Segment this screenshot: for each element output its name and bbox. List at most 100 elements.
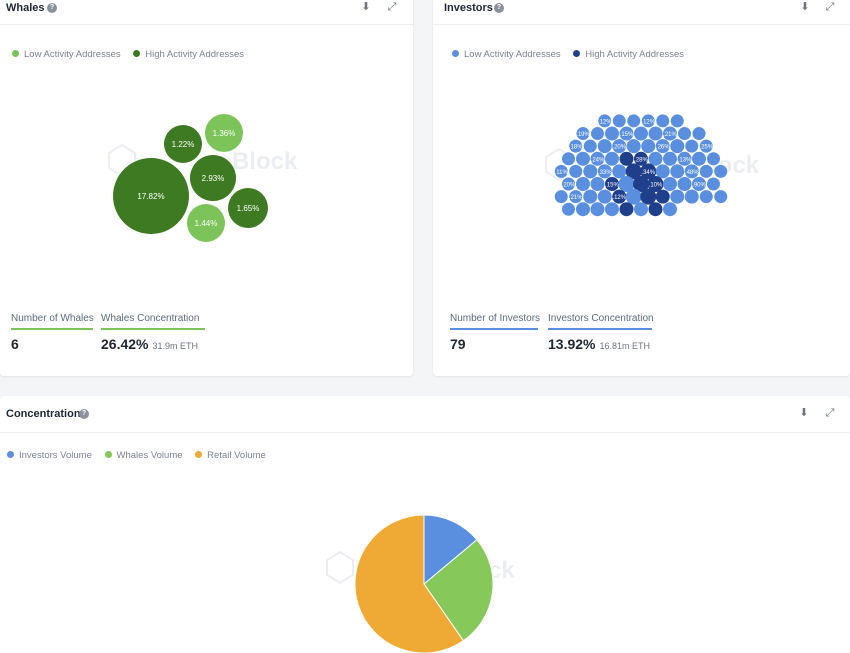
investor-bubble[interactable] xyxy=(656,114,670,128)
investor-bubble[interactable] xyxy=(678,127,691,141)
investor-bubble[interactable] xyxy=(590,151,605,166)
expand-icon[interactable]: ⤢ xyxy=(825,1,835,13)
legend-item-high-activity[interactable]: High Activity Addresses xyxy=(573,49,684,60)
investor-bubble[interactable] xyxy=(655,139,670,154)
investor-bubble[interactable] xyxy=(640,163,657,180)
investor-bubble[interactable] xyxy=(707,152,720,166)
investor-bubble[interactable] xyxy=(714,190,728,204)
investor-bubble[interactable] xyxy=(663,126,677,141)
investor-bubble[interactable] xyxy=(605,151,619,166)
investor-bubble[interactable] xyxy=(576,202,590,217)
investor-bubble[interactable] xyxy=(647,176,664,192)
investor-bubble[interactable] xyxy=(583,139,597,153)
investor-bubble[interactable] xyxy=(663,202,677,217)
expand-icon[interactable]: ⤢ xyxy=(825,407,835,419)
investor-bubble[interactable] xyxy=(569,139,583,153)
investor-bubble[interactable] xyxy=(670,189,685,204)
investor-bubble[interactable] xyxy=(569,164,583,178)
investor-bubble[interactable] xyxy=(634,202,648,217)
investor-bubble[interactable] xyxy=(625,188,642,205)
investor-bubble[interactable] xyxy=(684,164,699,179)
investor-bubble[interactable] xyxy=(562,152,575,166)
legend-item-retail-volume[interactable]: Retail Volume xyxy=(195,450,266,461)
pie-slice-whales-volume[interactable] xyxy=(423,539,494,642)
investor-bubble[interactable] xyxy=(641,139,656,154)
investor-bubble[interactable] xyxy=(583,164,598,179)
legend-item-whales-volume[interactable]: Whales Volume xyxy=(104,450,183,461)
investor-bubble[interactable] xyxy=(605,126,619,141)
investor-bubble[interactable] xyxy=(641,114,655,128)
investor-bubble[interactable] xyxy=(699,139,713,153)
investor-bubble[interactable] xyxy=(699,190,713,204)
investor-bubble[interactable] xyxy=(670,164,685,179)
investor-bubble[interactable] xyxy=(692,151,706,166)
investor-bubble[interactable] xyxy=(554,164,568,178)
pie-slice-investors-volume[interactable] xyxy=(423,514,478,586)
investor-bubble[interactable] xyxy=(699,164,713,178)
investor-bubble[interactable] xyxy=(640,188,657,205)
investor-bubble[interactable] xyxy=(634,126,648,141)
help-icon[interactable]: ? xyxy=(47,3,57,13)
legend-item-low-activity[interactable]: Low Activity Addresses xyxy=(452,49,561,60)
investor-bubble[interactable] xyxy=(648,202,663,217)
whale-bubble[interactable] xyxy=(113,158,189,234)
investor-bubble[interactable] xyxy=(612,164,627,179)
help-icon[interactable]: ? xyxy=(79,409,89,419)
whale-bubble[interactable] xyxy=(190,155,236,201)
investor-bubble[interactable] xyxy=(605,202,619,217)
investor-bubble[interactable] xyxy=(714,164,728,178)
investor-bubble[interactable] xyxy=(619,151,634,166)
investor-bubble[interactable] xyxy=(562,202,575,216)
help-icon[interactable]: ? xyxy=(494,3,504,13)
investor-bubble[interactable] xyxy=(554,190,568,204)
investor-bubble[interactable] xyxy=(619,126,634,141)
whale-bubble[interactable] xyxy=(164,125,202,163)
investor-bubble[interactable] xyxy=(663,177,677,191)
download-icon[interactable]: ⬇ xyxy=(799,407,809,419)
legend-item-high-activity[interactable]: High Activity Addresses xyxy=(133,49,244,60)
investor-bubble[interactable] xyxy=(634,151,648,166)
investor-bubble[interactable] xyxy=(692,177,706,191)
investor-bubble[interactable] xyxy=(633,176,649,192)
investor-bubble[interactable] xyxy=(663,151,677,166)
investor-bubble[interactable] xyxy=(707,177,720,191)
expand-icon[interactable]: ⤢ xyxy=(387,1,397,13)
investor-bubble[interactable] xyxy=(598,114,612,128)
investor-bubble[interactable] xyxy=(597,164,612,179)
investor-bubble[interactable] xyxy=(583,189,598,204)
legend-item-investors-volume[interactable]: Investors Volume xyxy=(7,450,92,461)
investor-bubble[interactable] xyxy=(597,189,612,204)
investor-bubble[interactable] xyxy=(591,127,604,141)
investor-bubble[interactable] xyxy=(590,177,605,191)
investor-bubble[interactable] xyxy=(677,177,692,191)
investor-bubble[interactable] xyxy=(655,164,670,179)
investor-bubble[interactable] xyxy=(576,177,590,191)
download-icon[interactable]: ⬇ xyxy=(361,1,371,13)
whale-bubble[interactable] xyxy=(187,204,225,242)
investor-bubble[interactable] xyxy=(612,139,627,154)
investor-bubble[interactable] xyxy=(625,163,642,180)
download-icon[interactable]: ⬇ xyxy=(800,1,810,13)
investor-bubble[interactable] xyxy=(605,177,619,191)
investor-bubble[interactable] xyxy=(618,176,635,192)
investor-bubble[interactable] xyxy=(655,189,670,204)
investor-bubble[interactable] xyxy=(684,189,699,204)
investor-bubble[interactable] xyxy=(648,126,663,141)
investor-bubble[interactable] xyxy=(562,177,575,191)
whale-bubble[interactable] xyxy=(228,188,268,228)
investor-bubble[interactable] xyxy=(627,114,641,128)
investor-bubble[interactable] xyxy=(612,189,627,204)
investor-bubble[interactable] xyxy=(619,202,634,217)
investor-bubble[interactable] xyxy=(685,139,699,153)
investor-bubble[interactable] xyxy=(677,151,692,166)
investor-bubble[interactable] xyxy=(576,151,590,166)
investor-bubble[interactable] xyxy=(569,190,583,204)
legend-item-low-activity[interactable]: Low Activity Addresses xyxy=(12,49,121,60)
investor-bubble[interactable] xyxy=(670,139,685,154)
investor-bubble[interactable] xyxy=(597,139,612,154)
investor-bubble[interactable] xyxy=(626,139,641,154)
investor-bubble[interactable] xyxy=(670,114,684,128)
whale-bubble[interactable] xyxy=(205,114,243,152)
investor-bubble[interactable] xyxy=(590,202,605,217)
investor-bubble[interactable] xyxy=(576,127,590,141)
